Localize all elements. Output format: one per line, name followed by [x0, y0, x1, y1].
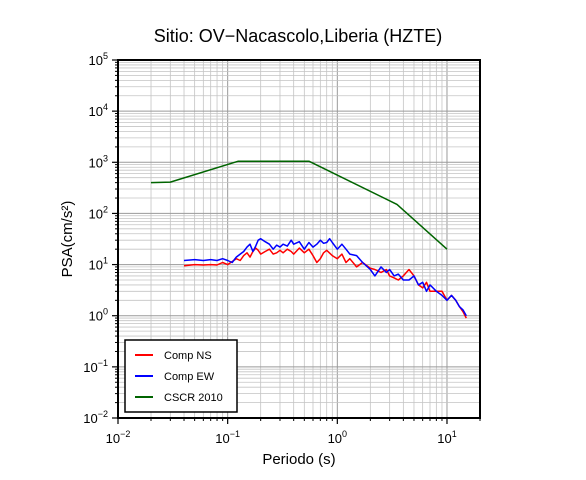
- series-layer: [150, 160, 467, 319]
- plot-frame: [117, 59, 481, 419]
- y-tick-label: 101: [89, 256, 108, 273]
- x-tick-label: 100: [328, 429, 347, 446]
- y-tick-label: 104: [89, 102, 108, 119]
- x-axis-label: Periodo (s): [262, 451, 335, 468]
- series-line-cscr-2010: [150, 160, 448, 250]
- y-tick-label: 103: [89, 153, 108, 170]
- legend-box: [124, 339, 238, 413]
- y-tick-label: 105: [89, 51, 108, 68]
- series-line-comp-ew: [183, 237, 467, 317]
- legend: Comp NS Comp EW CSCR 2010: [124, 339, 238, 413]
- chart-title: Sitio: OV−Nacascolo,Liberia (HZTE): [154, 26, 443, 46]
- series-line-comp-ns: [183, 247, 467, 319]
- x-tick-label: 10−1: [215, 429, 240, 446]
- x-tick-label: 10−2: [106, 429, 131, 446]
- y-tick-label: 100: [89, 307, 108, 324]
- grid: [117, 59, 481, 419]
- y-tick-label: 10−1: [83, 358, 108, 375]
- y-tick-label: 102: [89, 204, 108, 221]
- y-tick-label: 10−2: [83, 409, 108, 426]
- legend-label: CSCR 2010: [164, 392, 223, 404]
- legend-label: Comp EW: [164, 371, 215, 383]
- y-axis-label: PSA(cm/s²): [59, 201, 76, 278]
- legend-label: Comp NS: [164, 350, 212, 362]
- axes: 10−2 10−1 100 101 10−2 10−1 100 101 102 103 104 105: [83, 51, 481, 446]
- x-tick-label: 101: [437, 429, 456, 446]
